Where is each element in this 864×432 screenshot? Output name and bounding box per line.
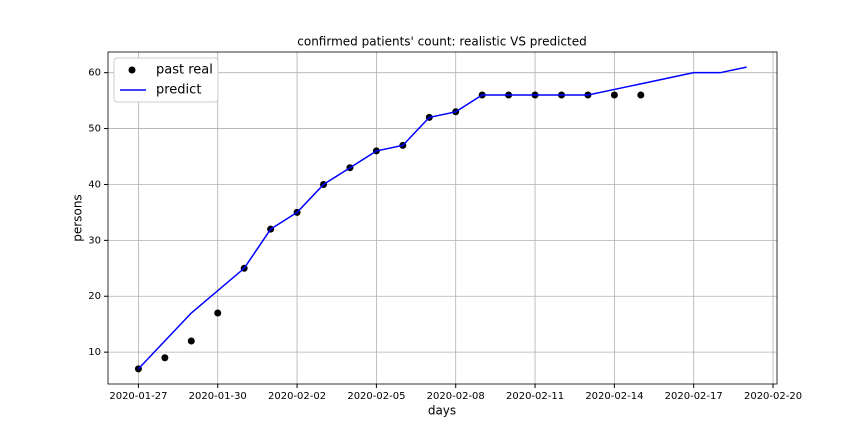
x-tick-label: 2020-02-20 [744, 391, 802, 402]
chart-title: confirmed patients' count: realistic VS … [297, 35, 586, 49]
legend-label: past real [156, 63, 213, 78]
x-tick-label: 2020-01-27 [109, 391, 167, 402]
legend-marker [128, 66, 136, 74]
y-tick-label: 30 [88, 235, 101, 246]
y-tick-label: 60 [88, 68, 101, 79]
point [161, 354, 169, 362]
legend: past real predict [113, 57, 219, 103]
y-tick-label: 50 [88, 124, 101, 135]
x-tick-label: 2020-02-02 [268, 391, 326, 402]
x-tick-label: 2020-01-30 [189, 391, 247, 402]
point [214, 309, 222, 317]
y-axis-label: persons [71, 194, 85, 241]
y-tick-label: 10 [88, 347, 101, 358]
plot-frame [107, 51, 778, 385]
point [187, 337, 195, 345]
y-tick-label: 40 [88, 179, 101, 190]
point [610, 91, 618, 99]
x-axis-label: days [428, 404, 456, 418]
x-tick-label: 2020-02-11 [506, 391, 564, 402]
line [137, 66, 747, 370]
legend-box [113, 57, 219, 103]
legend-label: predict [156, 83, 201, 98]
x-tick-label: 2020-02-17 [665, 391, 723, 402]
y-tick-label: 20 [88, 291, 101, 302]
x-tick-label: 2020-02-05 [347, 391, 405, 402]
point [637, 91, 645, 99]
x-tick-label: 2020-02-14 [585, 391, 643, 402]
x-tick-label: 2020-02-08 [427, 391, 485, 402]
